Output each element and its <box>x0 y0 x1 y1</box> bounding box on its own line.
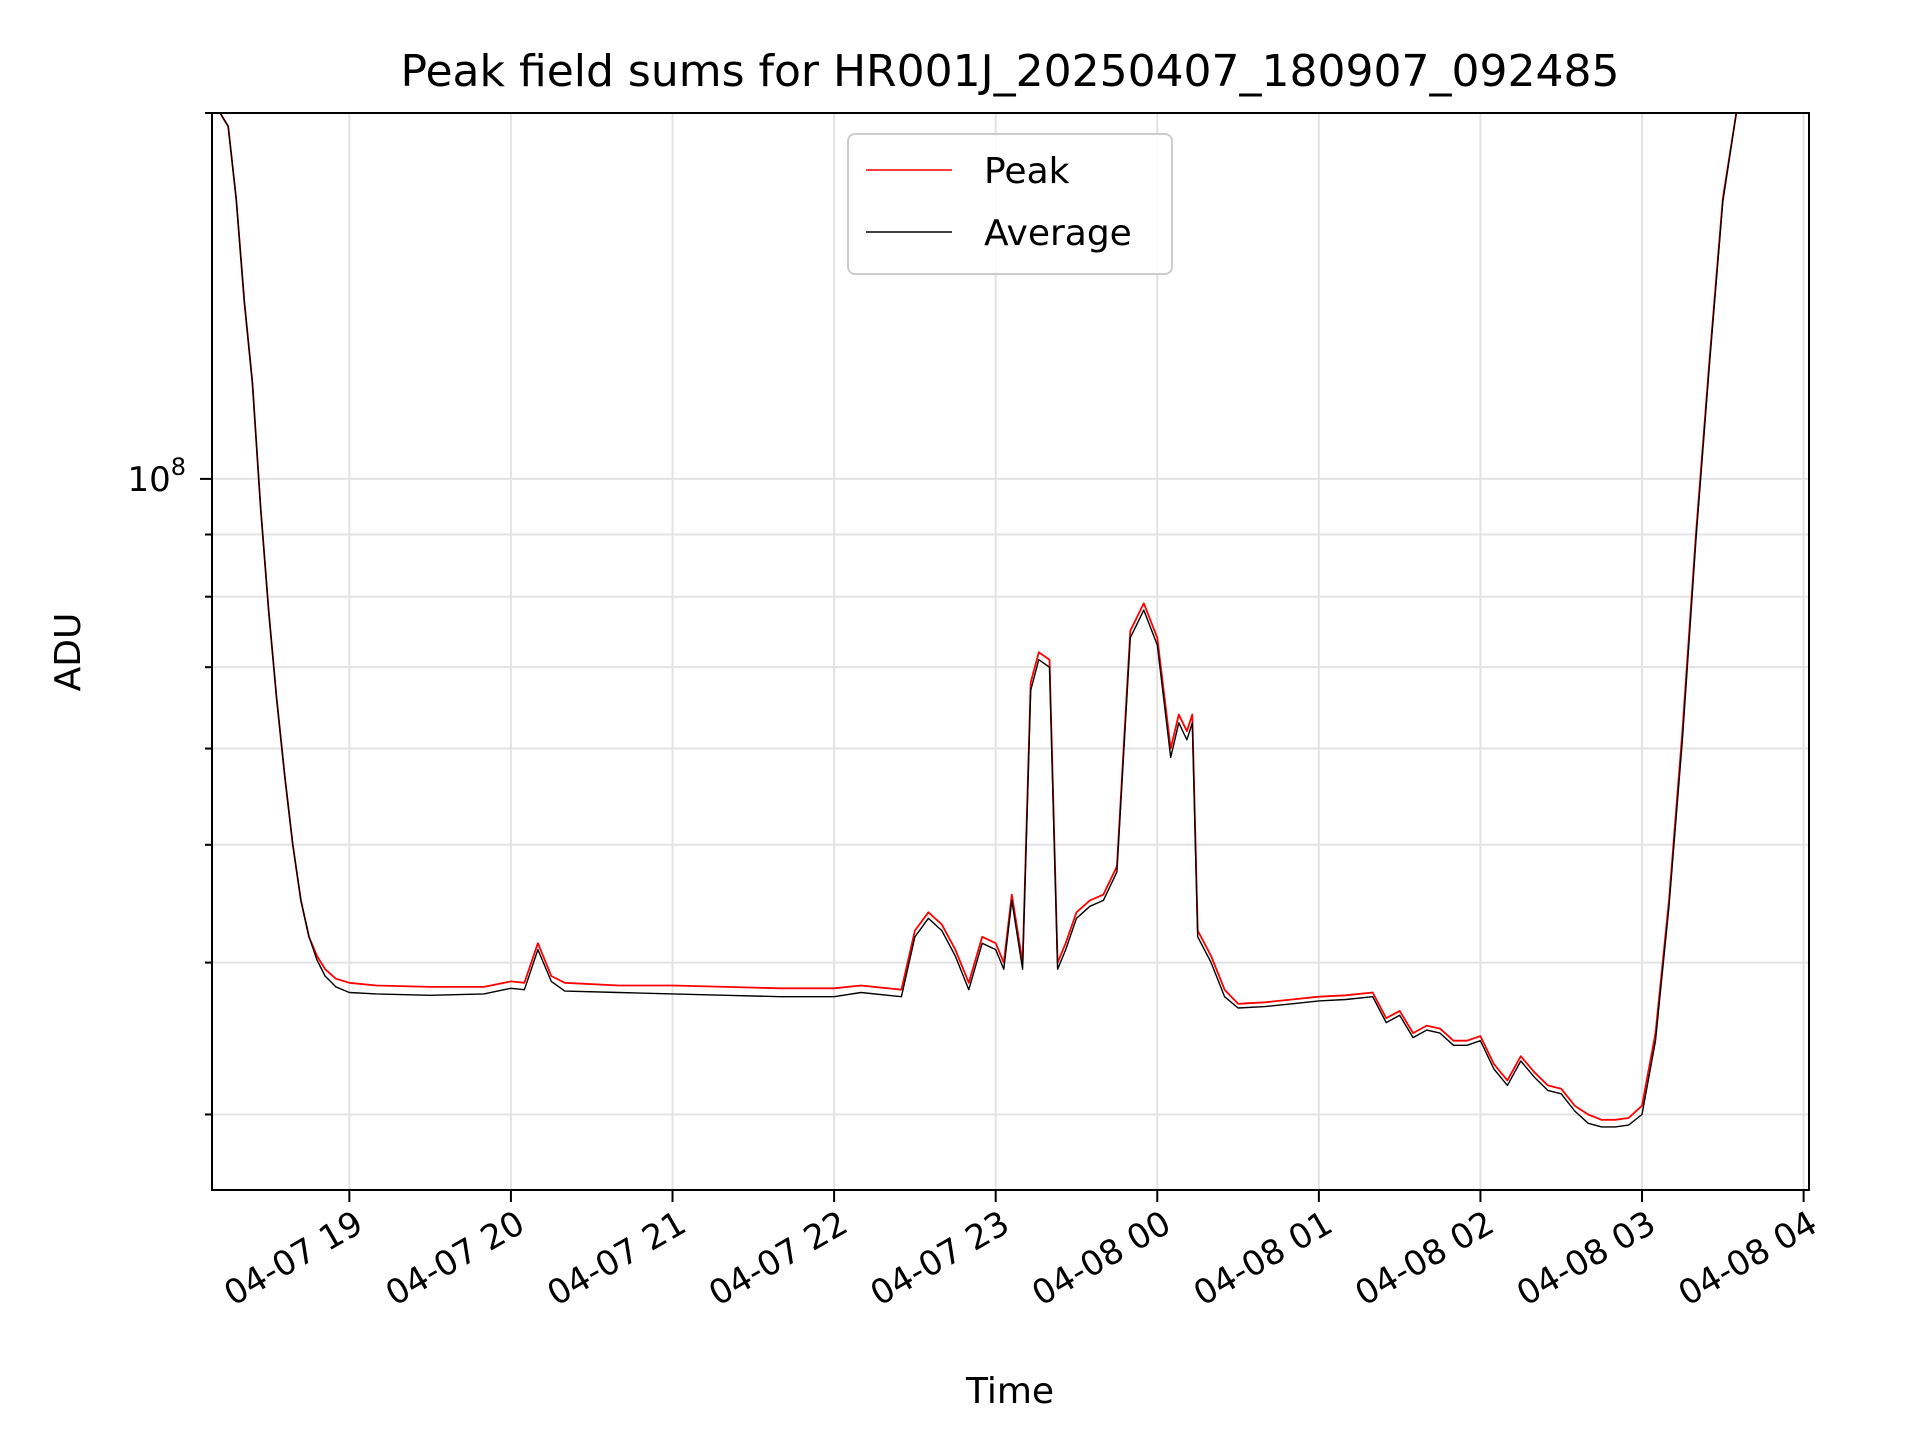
plot-frame <box>211 112 1810 1191</box>
grid <box>212 112 1809 1190</box>
x-axis-label: Time <box>965 1371 1054 1412</box>
legend-label-peak: Peak <box>984 151 1070 192</box>
series-line-peak <box>212 113 1804 1121</box>
y-axis-label: ADU <box>48 613 89 692</box>
legend-label-average: Average <box>984 213 1132 254</box>
legend: Peak Average <box>847 133 1173 275</box>
legend-box <box>847 133 1173 275</box>
series-line-average <box>212 113 1804 1128</box>
series-layer <box>212 113 1804 1128</box>
chart-title: Peak field sums for HR001J_20250407_1809… <box>401 46 1620 97</box>
